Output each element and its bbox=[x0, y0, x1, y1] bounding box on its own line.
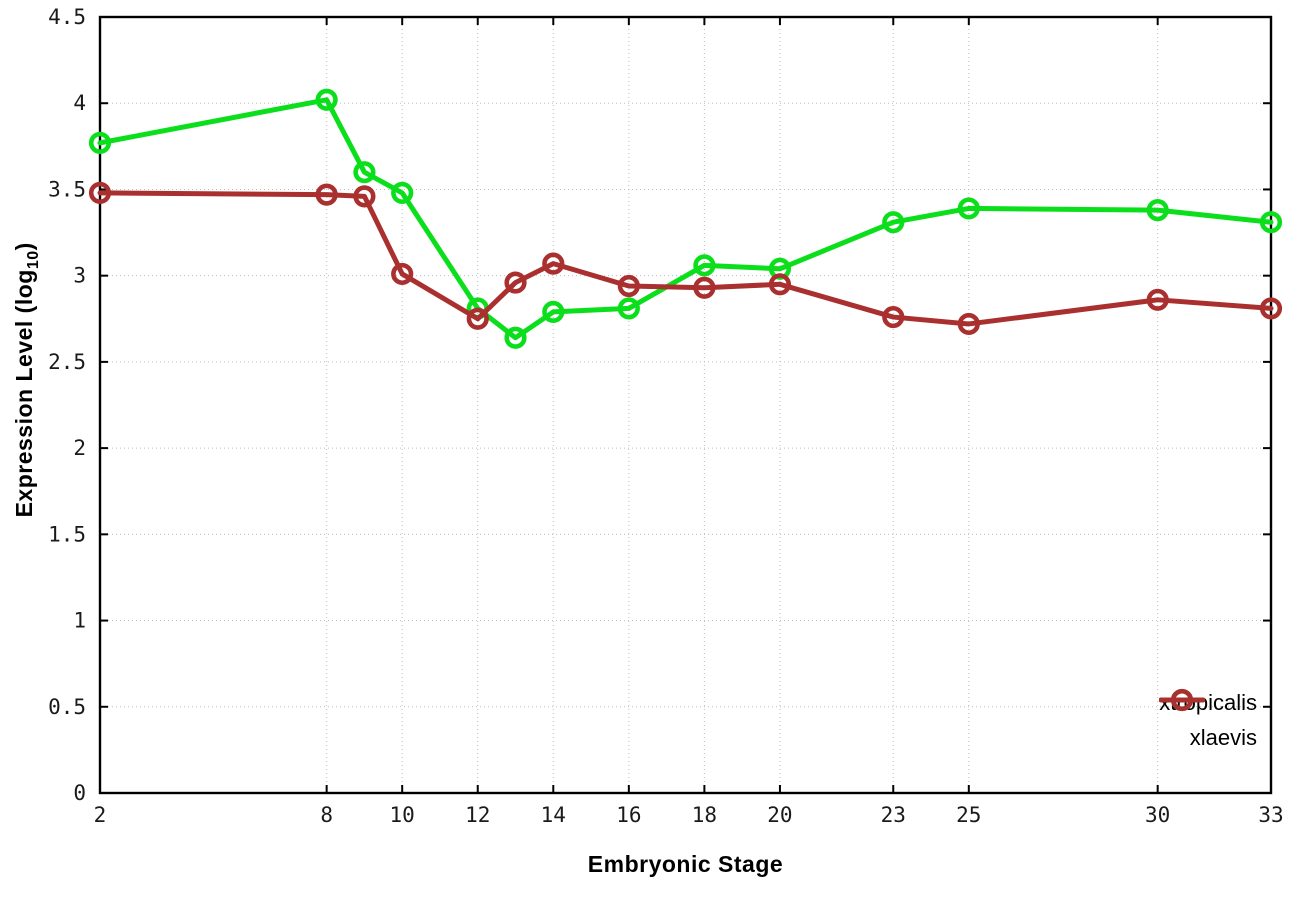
x-tick-label: 2 bbox=[94, 803, 107, 827]
legend-label-xlaevis: xlaevis bbox=[1189, 724, 1257, 750]
xlaevis-point bbox=[466, 307, 489, 330]
xlaevis-line bbox=[97, 190, 1274, 327]
y-tick-label: 0 bbox=[73, 781, 86, 805]
xlaevis-point bbox=[957, 312, 980, 336]
xtropicalis-point bbox=[693, 254, 716, 277]
x-tick-label: 20 bbox=[767, 803, 792, 827]
xlaevis-point bbox=[353, 185, 376, 208]
x-tick-label: 30 bbox=[1145, 803, 1170, 827]
plot-border bbox=[98, 15, 1273, 795]
xtropicalis-point bbox=[1146, 199, 1169, 222]
y-axis-title-text: Expression Level (log bbox=[11, 269, 38, 518]
xtropicalis-point bbox=[315, 88, 338, 111]
y-tick-label: 2.5 bbox=[48, 350, 86, 374]
x-tick-label: 12 bbox=[465, 803, 490, 827]
y-axis-title-suffix: ) bbox=[11, 242, 38, 251]
x-tick-label: 33 bbox=[1258, 803, 1283, 827]
xlaevis-point bbox=[88, 181, 112, 204]
xlaevis-point bbox=[315, 183, 338, 206]
x-tick-label: 18 bbox=[692, 803, 717, 827]
legend: xtropicalis xlaevis bbox=[1159, 686, 1264, 754]
y-tick-label: 0.5 bbox=[48, 695, 86, 719]
y-axis-title: Expression Level (log10) bbox=[11, 180, 43, 580]
y-tick-label: 4.5 bbox=[48, 5, 86, 29]
xtropicalis-line bbox=[97, 97, 1274, 341]
xlaevis-point bbox=[768, 273, 792, 296]
y-tick-label: 1 bbox=[73, 609, 86, 633]
xtropicalis-point bbox=[353, 161, 376, 184]
xlaevis-point bbox=[882, 305, 905, 329]
x-tick-label: 23 bbox=[881, 803, 906, 827]
xlaevis-point bbox=[693, 276, 716, 299]
x-tick-label: 25 bbox=[956, 803, 981, 827]
legend-entry-xlaevis: xlaevis bbox=[1159, 688, 1264, 754]
xlaevis-sample-point bbox=[1171, 688, 1194, 712]
x-tick-label: 8 bbox=[320, 803, 333, 827]
x-tick-label: 10 bbox=[390, 803, 415, 827]
y-tick-label: 3.5 bbox=[48, 177, 86, 201]
series-xtropicalis bbox=[88, 88, 1283, 349]
x-tick-label: 16 bbox=[616, 803, 641, 827]
xtropicalis-point bbox=[542, 300, 565, 323]
x-axis-title: Embryonic Stage bbox=[587, 851, 784, 877]
xlaevis-point bbox=[391, 262, 414, 286]
tick-marks bbox=[99, 16, 1272, 794]
xtropicalis-point bbox=[504, 326, 527, 349]
xtropicalis-point bbox=[882, 211, 905, 234]
xtropicalis-point bbox=[391, 181, 414, 204]
y-tick-labels: 0 0.5 1 1.5 2 2.5 3 3.5 4 4.5 bbox=[48, 5, 86, 805]
gridlines bbox=[99, 16, 1272, 794]
xtropicalis-point bbox=[88, 131, 112, 154]
x-tick-label: 14 bbox=[541, 803, 566, 827]
x-tick-labels: 2 8 10 12 14 16 18 20 23 25 30 33 bbox=[94, 803, 1284, 827]
xlaevis-point bbox=[617, 274, 640, 298]
xlaevis-line-sample-icon bbox=[1159, 688, 1206, 712]
xlaevis-point bbox=[504, 271, 527, 294]
xlaevis-point bbox=[542, 252, 565, 275]
y-tick-label: 3 bbox=[73, 264, 86, 288]
y-axis-title-subscript: 10 bbox=[24, 250, 42, 270]
xlaevis-point bbox=[1146, 288, 1169, 311]
y-tick-label: 2 bbox=[73, 436, 86, 460]
y-tick-label: 4 bbox=[73, 91, 86, 115]
xtropicalis-point bbox=[957, 197, 980, 220]
y-tick-label: 1.5 bbox=[48, 522, 86, 546]
xtropicalis-point bbox=[1259, 211, 1283, 234]
xlaevis-point bbox=[1259, 297, 1283, 320]
xtropicalis-point bbox=[617, 297, 640, 320]
series-xlaevis bbox=[88, 181, 1283, 336]
